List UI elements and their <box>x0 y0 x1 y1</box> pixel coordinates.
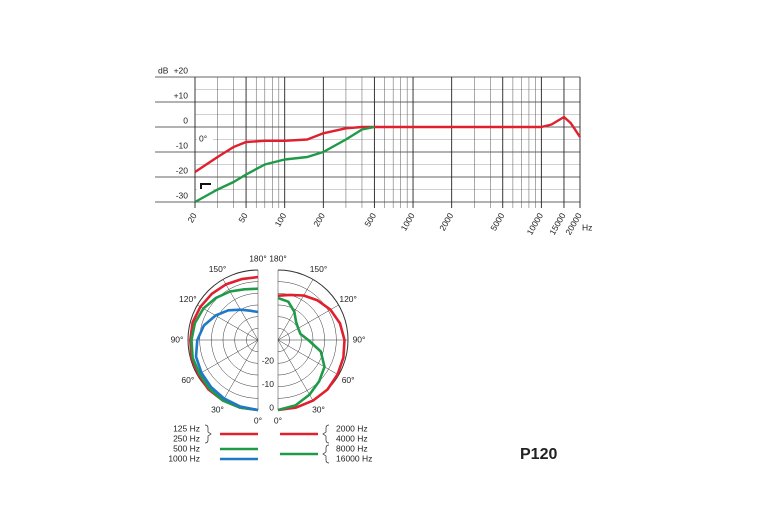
x-tick-label: 5000 <box>488 211 506 233</box>
legend-label: 500 Hz <box>173 443 200 453</box>
legend-label: 1000 Hz <box>168 453 200 463</box>
legend-label: 125 Hz <box>173 423 200 433</box>
polar-spoke <box>277 304 339 341</box>
legend-label: 250 Hz <box>173 433 200 443</box>
response-line <box>194 115 581 173</box>
polar-line <box>189 275 259 412</box>
polar-spoke <box>197 339 259 376</box>
legend-brace <box>322 424 330 444</box>
theta-tick-label: 60° <box>181 375 194 385</box>
x-tick-label: 200 <box>311 211 327 229</box>
x-tick-label: 10000 <box>525 211 546 237</box>
polar-line <box>190 287 259 412</box>
y-tick-label: 0 <box>183 115 188 125</box>
filter-icon <box>200 183 211 189</box>
theta-tick-label: 0° <box>254 415 262 425</box>
legend-label: 16000 Hz <box>336 453 372 463</box>
legend-brace <box>322 444 330 464</box>
theta-tick-label: 0° <box>274 415 282 425</box>
legend-label: 8000 Hz <box>336 443 368 453</box>
polar-line <box>277 296 326 412</box>
r-tick-label: -10 <box>262 379 275 389</box>
legend-label: 4000 Hz <box>336 433 368 443</box>
x-axis-label: Hz <box>582 222 592 232</box>
annotation-box <box>197 132 213 144</box>
annotation: 0° <box>199 133 207 143</box>
theta-tick-label: 60° <box>342 375 355 385</box>
polar-spoke <box>277 339 314 401</box>
theta-tick-label: 120° <box>339 294 357 304</box>
x-tick-label: 500 <box>362 211 378 229</box>
y-axis-label: dB <box>158 65 169 75</box>
theta-tick-label: 90° <box>353 334 366 344</box>
polar-spoke <box>222 339 259 401</box>
x-tick-label: 20 <box>185 211 199 224</box>
r-tick-label: 0 <box>269 402 274 412</box>
theta-tick-label: 30° <box>211 404 224 414</box>
model-name: P120 <box>520 446 557 463</box>
theta-tick-label: 150° <box>310 264 328 274</box>
theta-tick-label: 180° <box>249 253 267 263</box>
legend-brace <box>204 424 212 444</box>
x-tick-label: 100 <box>273 211 289 229</box>
y-tick-label: -10 <box>176 140 189 150</box>
polar-spoke <box>277 339 339 376</box>
polar-spoke <box>277 279 314 341</box>
y-tick-label: +10 <box>174 90 189 100</box>
y-tick-label: -30 <box>176 190 189 200</box>
theta-tick-label: 120° <box>179 294 197 304</box>
x-tick-label: 20000 <box>563 211 584 237</box>
polar-line <box>277 293 346 412</box>
response-line <box>194 125 375 204</box>
polar-line <box>194 308 259 412</box>
theta-tick-label: 90° <box>171 334 184 344</box>
r-tick-label: -20 <box>262 356 275 366</box>
legend-label: 2000 Hz <box>336 423 368 433</box>
y-tick-label: +20 <box>174 65 189 75</box>
theta-tick-label: 180° <box>269 253 287 263</box>
y-tick-label: -20 <box>176 165 189 175</box>
polar-spoke <box>197 304 259 341</box>
x-tick-label: 50 <box>236 211 250 224</box>
x-tick-label: 1000 <box>399 211 417 233</box>
theta-tick-label: 30° <box>312 404 325 414</box>
x-tick-label: 2000 <box>437 211 455 233</box>
theta-tick-label: 150° <box>209 264 227 274</box>
